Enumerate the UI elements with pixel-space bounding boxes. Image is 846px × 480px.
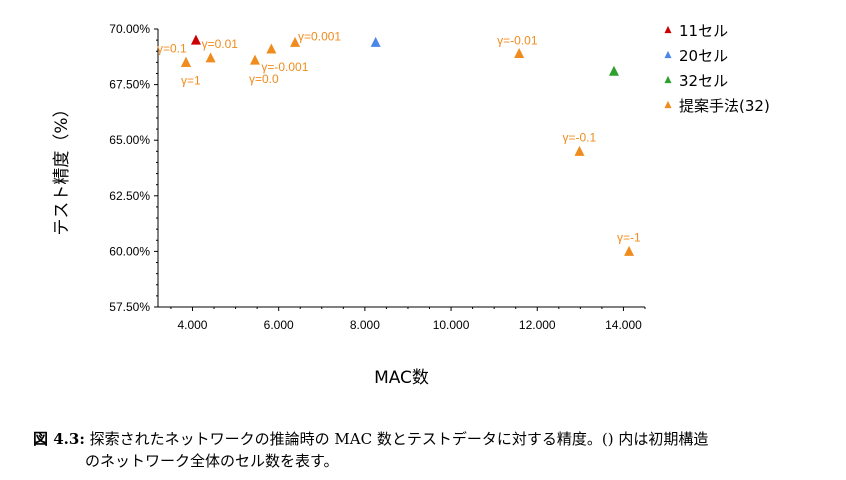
legend-marker xyxy=(664,100,672,109)
x-tick-label: 12.000 xyxy=(519,318,556,332)
caption-text-line2: のネットワーク全体のセル数を表す。 xyxy=(85,452,339,470)
legend-label: 32セル xyxy=(679,72,728,90)
y-tick-label: 57.50% xyxy=(109,300,150,314)
y-tick-label: 62.50% xyxy=(109,189,150,203)
legend-label: 11セル xyxy=(679,22,728,40)
y-tick-label: 70.00% xyxy=(109,22,150,36)
y-axis-title: テスト精度（%） xyxy=(52,100,72,235)
y-tick-label: 67.50% xyxy=(109,78,150,92)
legend-label: 提案手法(32) xyxy=(679,97,770,115)
legend-marker xyxy=(664,25,672,34)
data-points: γ=0.1 γ=1 γ=0.01 γ=0.0γ=-0.001 γ=0.001 γ=-0.0… xyxy=(157,29,641,256)
caption-number: 図 4.3: xyxy=(33,430,85,448)
data-point xyxy=(181,56,192,67)
data-point xyxy=(608,65,619,76)
data-point xyxy=(205,52,216,63)
data-label: γ=0.01 xyxy=(202,37,239,51)
data-label: γ=0.001 xyxy=(298,29,341,43)
data-point xyxy=(574,145,585,156)
axes: 57.50% 60.00% 62.50% 65.00% 67.50% 70.00% 4.00… xyxy=(52,22,646,388)
data-label: γ=1 xyxy=(181,73,201,87)
data-label: γ=-0.001 xyxy=(261,60,308,74)
legend-label: 20セル xyxy=(679,47,728,65)
x-tick-label: 8.000 xyxy=(350,318,380,332)
y-tick-label: 60.00% xyxy=(109,244,150,258)
data-point xyxy=(266,43,277,54)
caption-text-line1: 探索されたネットワークの推論時の MAC 数とテストデータに対する精度。() 内… xyxy=(89,430,709,448)
x-tick-label: 4.000 xyxy=(177,318,207,332)
data-point xyxy=(514,47,525,58)
scatter-chart: 57.50% 60.00% 62.50% 65.00% 67.50% 70.00% 4.00… xyxy=(52,22,770,388)
x-tick-label: 10.000 xyxy=(433,318,470,332)
data-label: γ=0.1 xyxy=(157,41,187,55)
legend-marker xyxy=(664,75,672,84)
data-point xyxy=(290,36,301,47)
data-label: γ=-0.1 xyxy=(562,130,596,144)
x-tick-label: 14.000 xyxy=(605,318,642,332)
data-label: γ=0.0 xyxy=(249,72,279,86)
data-label: γ=-0.01 xyxy=(497,33,538,47)
x-axis-title: MAC数 xyxy=(374,368,429,388)
legend-marker xyxy=(664,50,672,59)
data-point xyxy=(624,245,635,256)
data-point xyxy=(249,54,260,65)
y-tick-label: 65.00% xyxy=(109,133,150,147)
data-label: γ=-1 xyxy=(617,230,641,244)
data-point xyxy=(190,34,201,45)
data-point xyxy=(370,36,381,47)
x-tick-label: 6.000 xyxy=(264,318,294,332)
figure-caption: 図 4.3: 探索されたネットワークの推論時の MAC 数とテストデータに対する… xyxy=(33,428,823,472)
